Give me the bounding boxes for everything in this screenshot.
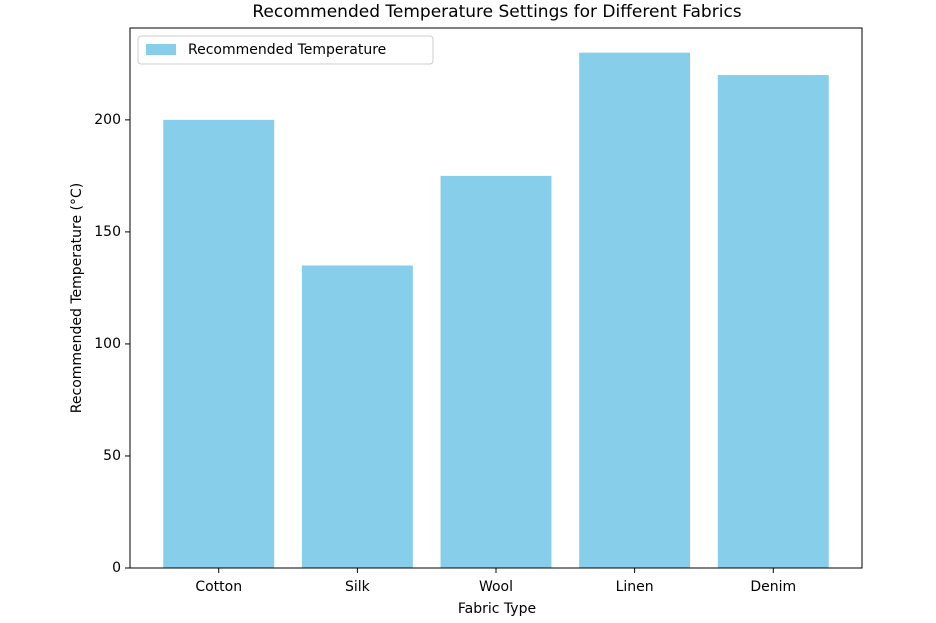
legend-box: [137, 35, 434, 65]
x-tick-label: Silk: [345, 579, 371, 595]
bar: [579, 52, 691, 569]
y-tick-label: 150: [94, 224, 121, 240]
legend-swatch: [146, 44, 176, 55]
bar: [163, 119, 275, 568]
x-tick-label: Cotton: [195, 579, 242, 595]
x-tick-label: Denim: [750, 579, 796, 595]
x-axis-label: Fabric Type: [458, 601, 536, 617]
bar: [717, 75, 829, 568]
y-tick-label: 0: [112, 560, 121, 576]
bar: [440, 175, 552, 568]
y-axis-label: Recommended Temperature (°C): [69, 183, 85, 413]
y-tick-label: 200: [94, 112, 121, 128]
legend-label: Recommended Temperature: [188, 42, 386, 58]
y-tick-label: 50: [103, 448, 121, 464]
x-tick-label: Linen: [616, 579, 654, 595]
x-tick-label: Wool: [479, 579, 513, 595]
chart-title: Recommended Temperature Settings for Dif…: [252, 2, 741, 22]
y-tick-label: 100: [94, 336, 121, 352]
bar: [301, 265, 413, 568]
axes-frame: [129, 27, 863, 569]
